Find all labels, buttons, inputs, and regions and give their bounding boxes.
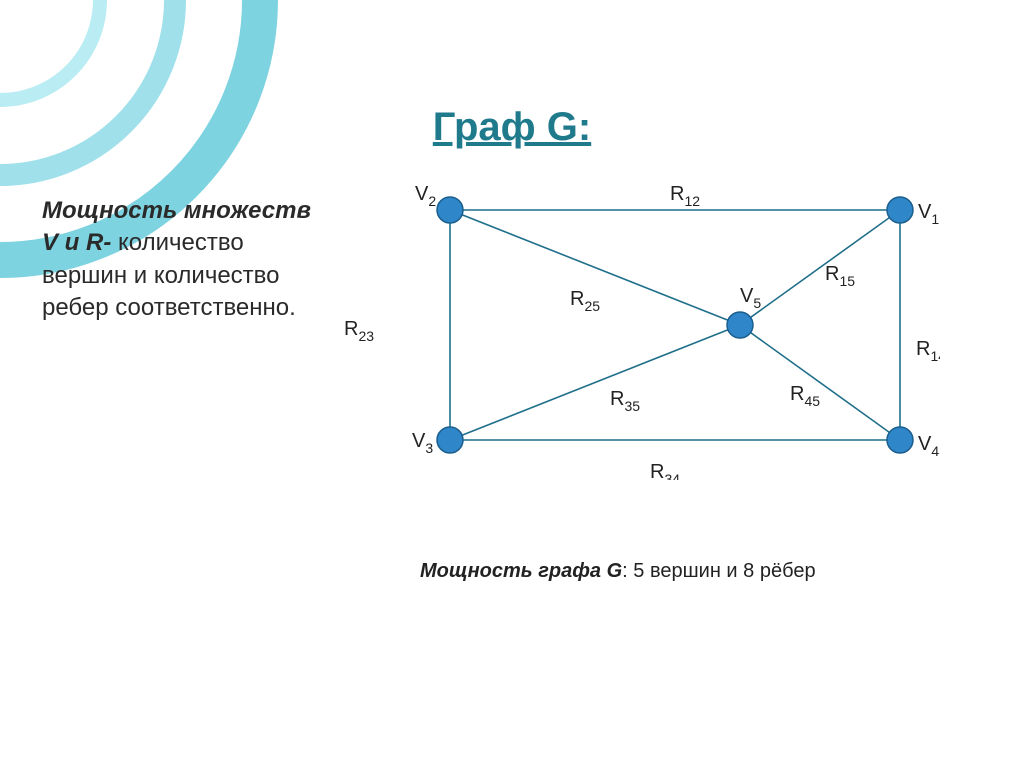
caption-bold: Мощность графа G [420,560,622,582]
graph-node [727,312,753,338]
graph-node [887,197,913,223]
edge-label: R15 [825,263,855,289]
graph-caption: Мощность графа G: 5 вершин и 8 рёбер [420,560,816,583]
graph-edge [450,325,740,440]
node-label: V4 [918,433,939,459]
edge-label: R14 [916,338,940,364]
node-label: V2 [415,183,436,209]
slide: Граф G: Мощность множеств V и R- количес… [0,0,1024,767]
edge-label: R25 [570,288,600,314]
graph-edge [740,210,900,325]
graph-diagram: R12 R23 R34 R14 R15 R25 R35 R45 V1 V2 V3 V4 V5 [320,180,940,480]
caption-rest: : 5 вершин и 8 рёбер [622,560,815,582]
edge-label: R45 [790,383,820,409]
edge-label: R34 [650,461,680,480]
edge-label: R23 [344,318,374,344]
node-label: V1 [918,201,939,227]
graph-node [437,197,463,223]
graph-edge [740,325,900,440]
edge-label: R35 [610,388,640,414]
description-text: Мощность множеств V и R- количество верш… [42,195,322,325]
edge-label: R12 [670,183,700,209]
graph-node [437,427,463,453]
slide-title: Граф G: [0,105,1024,150]
node-label: V3 [412,430,433,456]
graph-node [887,427,913,453]
node-label: V5 [740,285,761,311]
